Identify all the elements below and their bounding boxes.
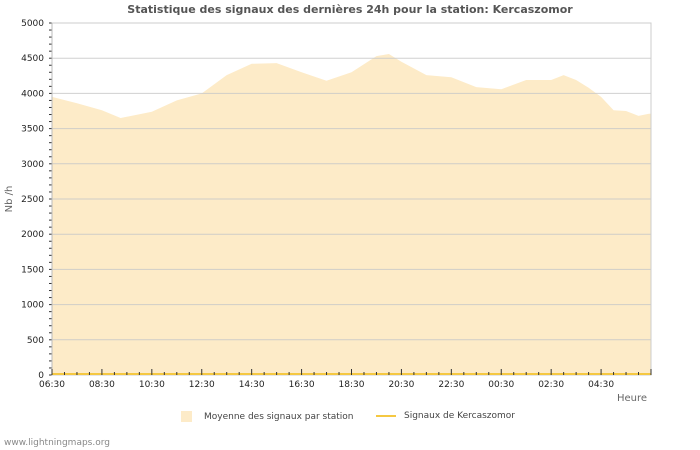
line-swatch-icon xyxy=(376,415,396,417)
y-tick-label: 5000 xyxy=(21,19,44,29)
area-swatch-icon xyxy=(181,411,192,422)
x-tick-label: 20:30 xyxy=(388,380,414,390)
x-tick-label: 02:30 xyxy=(538,380,564,390)
y-tick-label: 4000 xyxy=(21,89,44,99)
y-tick-label: 0 xyxy=(38,371,44,381)
legend-item-station: Signaux de Kercaszomor xyxy=(376,411,515,421)
legend-label-station: Signaux de Kercaszomor xyxy=(404,411,515,421)
legend-item-average: Moyenne des signaux par station xyxy=(181,411,354,422)
y-tick-label: 4500 xyxy=(21,54,44,64)
x-axis-label: Heure xyxy=(617,393,647,404)
x-tick-label: 08:30 xyxy=(89,380,115,390)
y-tick-label: 500 xyxy=(27,336,44,346)
y-tick-label: 3500 xyxy=(21,125,44,135)
y-tick-label: 1000 xyxy=(21,301,44,311)
x-tick-label: 00:30 xyxy=(488,380,514,390)
legend-label-average: Moyenne des signaux par station xyxy=(204,411,354,422)
x-tick-label: 10:30 xyxy=(139,380,165,390)
y-tick-label: 2500 xyxy=(21,195,44,205)
x-tick-label: 14:30 xyxy=(239,380,265,390)
x-tick-label: 06:30 xyxy=(39,380,65,390)
y-tick-label: 3000 xyxy=(21,160,44,170)
average-area xyxy=(52,54,651,375)
chart-title: Statistique des signaux des dernières 24… xyxy=(127,3,573,16)
y-tick-label: 1500 xyxy=(21,265,44,275)
chart-plot: 0 500 1000 1500 2000 2500 3000 3500 4000 4500 5000… xyxy=(4,19,652,404)
x-tick-label: 22:30 xyxy=(438,380,464,390)
footer-source: www.lightningmaps.org xyxy=(4,438,110,448)
y-tick-label: 2000 xyxy=(21,230,44,240)
x-tick-label: 18:30 xyxy=(339,380,365,390)
y-axis-label: Nb /h xyxy=(4,186,15,213)
x-tick-label: 12:30 xyxy=(189,380,215,390)
x-tick-label: 16:30 xyxy=(289,380,315,390)
x-tick-label: 04:30 xyxy=(588,380,614,390)
